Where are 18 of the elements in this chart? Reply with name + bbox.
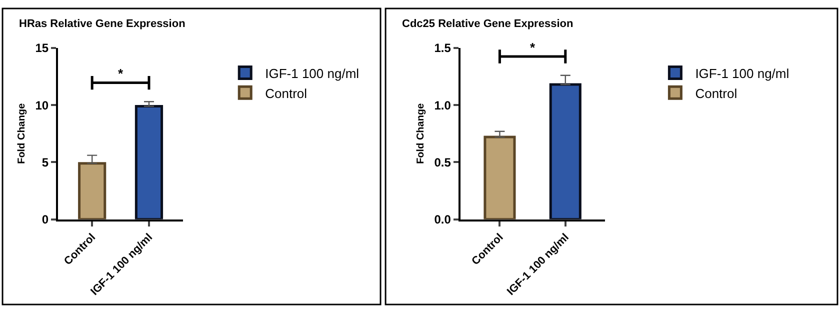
y-tick-label: 0	[42, 212, 49, 226]
legend-label: Control	[265, 86, 308, 101]
legend-label: IGF-1 100 ng/ml	[695, 66, 790, 81]
y-axis-title: Fold Change	[416, 102, 427, 164]
y-tick-label: 1.5	[434, 41, 452, 56]
y-tick-label: 15	[35, 41, 49, 56]
y-tick-label: 0.0	[434, 212, 452, 226]
y-tick-label: 5	[42, 155, 49, 170]
chart-title: HRas Relative Gene Expression	[19, 18, 186, 30]
annotation: *	[118, 66, 124, 81]
y-tick-label: 0.5	[434, 155, 452, 170]
chart-title: Cdc25 Relative Gene Expression	[402, 18, 574, 30]
legend-label: Control	[695, 86, 738, 101]
annotation: *	[530, 40, 536, 55]
y-tick-label: 10	[35, 98, 49, 112]
legend-label: IGF-1 100 ng/ml	[265, 66, 360, 81]
y-tick-label: 1.0	[434, 98, 452, 112]
y-axis-title: Fold Change	[16, 102, 28, 164]
